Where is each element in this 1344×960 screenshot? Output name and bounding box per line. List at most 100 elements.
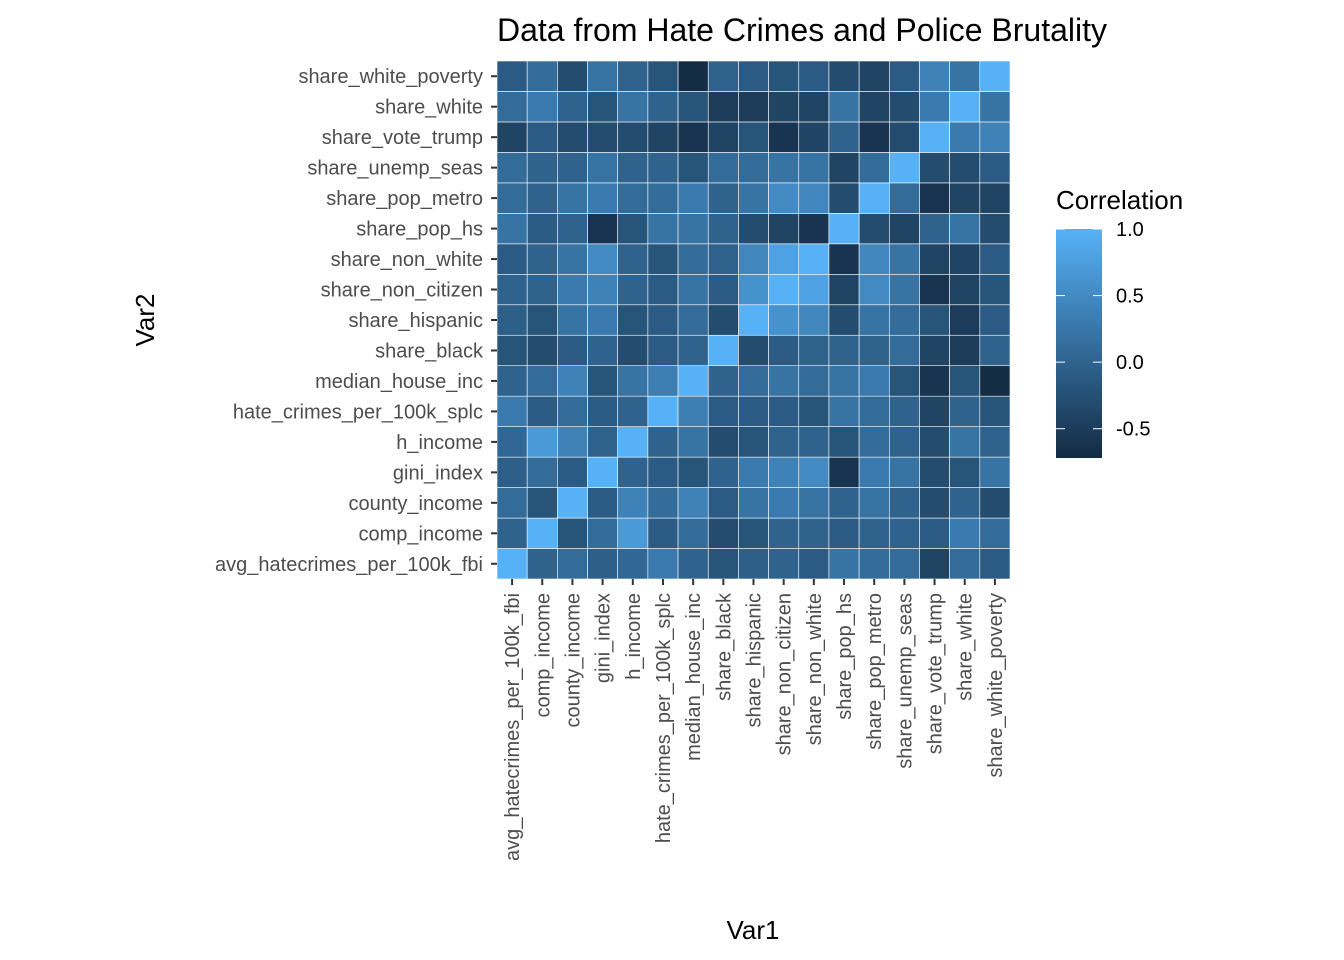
heatmap-cell xyxy=(647,213,679,245)
heatmap-cell xyxy=(738,243,769,275)
x-tick-label: share_non_white xyxy=(804,593,826,745)
y-tick-label: hate_crimes_per_100k_splc xyxy=(233,401,483,423)
heatmap-cell xyxy=(557,517,588,549)
heatmap-cell xyxy=(828,182,860,214)
heatmap-cell xyxy=(768,334,800,367)
heatmap-cell xyxy=(979,426,1011,458)
y-tick-label: share_hispanic xyxy=(348,310,483,332)
x-tick-label: gini_index xyxy=(593,593,615,683)
heatmap-cell xyxy=(738,487,769,519)
heatmap-cell xyxy=(979,273,1011,306)
heatmap-cell xyxy=(798,304,830,336)
heatmap-cell xyxy=(647,426,679,458)
heatmap-cell xyxy=(496,182,528,214)
heatmap-cell xyxy=(798,487,830,519)
heatmap-cell xyxy=(587,182,619,214)
heatmap-cell xyxy=(707,426,739,458)
heatmap-cell xyxy=(919,548,950,580)
heatmap-cell xyxy=(798,548,830,580)
heatmap-cell xyxy=(979,213,1011,245)
heatmap-cell xyxy=(707,182,739,214)
heatmap-cell xyxy=(617,395,649,427)
heatmap-cell xyxy=(617,426,649,458)
heatmap-cell xyxy=(707,60,739,92)
heatmap-cell xyxy=(738,456,769,488)
heatmap-cell xyxy=(949,304,981,336)
heatmap-cell xyxy=(949,548,981,580)
heatmap-cell xyxy=(647,273,679,306)
heatmap-cell xyxy=(526,395,558,427)
heatmap-cell xyxy=(949,273,981,306)
heatmap-cell xyxy=(496,91,528,123)
heatmap-cell xyxy=(768,273,800,306)
heatmap-cell xyxy=(617,456,649,488)
heatmap-cell xyxy=(587,273,619,306)
heatmap-cell xyxy=(768,213,800,245)
heatmap-cell xyxy=(677,60,709,92)
heatmap-cell xyxy=(707,365,739,397)
heatmap-cell xyxy=(617,304,649,336)
heatmap-cell xyxy=(949,487,981,519)
heatmap-cell xyxy=(647,334,679,367)
x-tick-label: share_hispanic xyxy=(744,593,766,728)
heatmap-cell xyxy=(919,365,950,397)
x-tick-label: share_white_poverty xyxy=(985,593,1007,778)
heatmap-cell xyxy=(557,243,588,275)
legend-title: Correlation xyxy=(1056,185,1183,215)
heatmap-cell xyxy=(526,548,558,580)
heatmap-cell xyxy=(647,121,679,153)
heatmap-cell xyxy=(647,517,679,549)
heatmap-cell xyxy=(617,365,649,397)
heatmap-cell xyxy=(768,395,800,427)
heatmap-cell xyxy=(617,334,649,367)
heatmap-cell xyxy=(888,304,920,336)
heatmap-cell xyxy=(557,548,588,580)
legend: Correlation 1.0 0.5 0.0 -0.5 xyxy=(1056,185,1183,458)
heatmap-cell xyxy=(526,182,558,214)
heatmap-cell xyxy=(496,487,528,519)
heatmap-cell xyxy=(587,60,619,92)
heatmap-cell xyxy=(888,365,920,397)
heatmap-cell xyxy=(888,121,920,153)
heatmap-cell xyxy=(707,487,739,519)
heatmap-cell xyxy=(949,426,981,458)
heatmap-cell xyxy=(587,365,619,397)
heatmap-cell xyxy=(949,60,981,92)
x-tick-label: h_income xyxy=(623,593,645,680)
heatmap-cell xyxy=(888,213,920,245)
heatmap-cell xyxy=(707,121,739,153)
y-tick-label: avg_hatecrimes_per_100k_fbi xyxy=(215,554,483,576)
heatmap-cell xyxy=(496,121,528,153)
y-tick-label: share_black xyxy=(375,340,484,362)
heatmap-cell xyxy=(828,121,860,153)
heatmap-cell xyxy=(798,243,830,275)
heatmap-cell xyxy=(768,91,800,123)
heatmap-cell xyxy=(587,213,619,245)
heatmap-cell xyxy=(647,365,679,397)
heatmap-cell xyxy=(949,121,981,153)
heatmap-cell xyxy=(647,304,679,336)
heatmap-cell xyxy=(677,395,709,427)
heatmap-cell xyxy=(557,487,588,519)
heatmap-cell xyxy=(768,548,800,580)
x-tick-label: share_black xyxy=(713,592,735,701)
heatmap-cell xyxy=(798,395,830,427)
heatmap-cell xyxy=(949,182,981,214)
heatmap-cell xyxy=(617,517,649,549)
heatmap-cell xyxy=(979,182,1011,214)
heatmap-cell xyxy=(738,273,769,306)
heatmap-cell xyxy=(526,273,558,306)
heatmap-cell xyxy=(496,365,528,397)
heatmap-cell xyxy=(888,334,920,367)
heatmap-cell xyxy=(858,487,890,519)
heatmap-cell xyxy=(707,517,739,549)
heatmap-cell xyxy=(526,60,558,92)
heatmap-cell xyxy=(919,243,950,275)
heatmap-cell xyxy=(858,365,890,397)
heatmap-cell xyxy=(677,517,709,549)
heatmap-cell xyxy=(557,60,588,92)
heatmap-cell xyxy=(979,91,1011,123)
heatmap-cell xyxy=(738,304,769,336)
heatmap-cell xyxy=(526,517,558,549)
heatmap-cell xyxy=(677,548,709,580)
